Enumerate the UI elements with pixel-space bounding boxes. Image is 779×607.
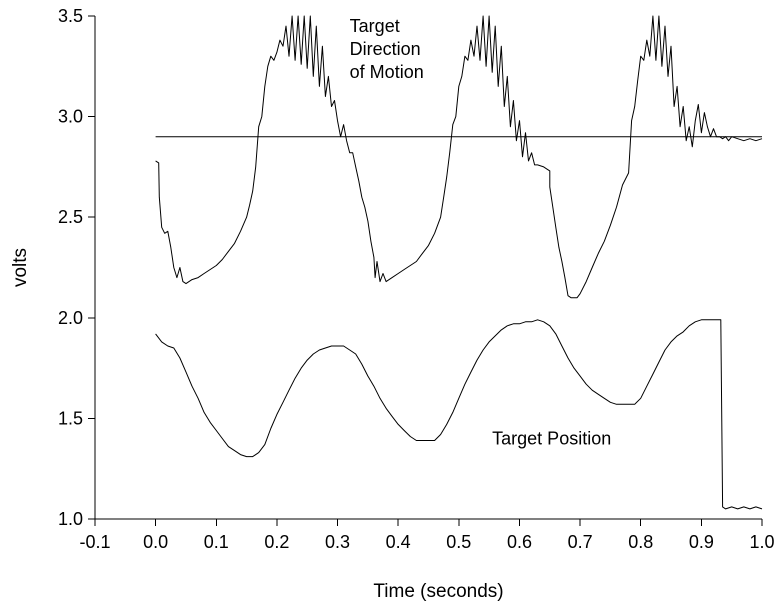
y-axis-ticks: 1.0 1.5 2.0 2.5 3.0 3.5: [58, 6, 95, 529]
y-tick-label: 1.5: [58, 408, 83, 428]
x-tick-label: 0.7: [568, 532, 593, 552]
x-tick-label: 0.4: [386, 532, 411, 552]
target-position-line: [155, 319, 763, 510]
data-series: [155, 15, 763, 510]
y-tick-label: 2.5: [58, 207, 83, 227]
annotation-line: of Motion: [350, 62, 424, 82]
annotation-line: Direction: [350, 39, 421, 59]
y-axis-title: volts: [10, 248, 31, 287]
x-axis-title: Time (seconds): [373, 581, 503, 602]
y-tick-label: 2.0: [58, 308, 83, 328]
y-tick-label: 3.5: [58, 6, 83, 26]
x-tick-label: 0.2: [264, 532, 289, 552]
position-annotation: Target Position: [492, 429, 611, 449]
x-tick-label: 1.0: [749, 532, 774, 552]
x-tick-label: 0.1: [204, 532, 229, 552]
x-tick-label: 0.0: [143, 532, 168, 552]
annotation-line: Target: [350, 16, 400, 36]
x-tick-label: -0.1: [79, 532, 110, 552]
direction-annotation: Target Direction of Motion: [350, 16, 424, 82]
x-axis-ticks: -0.1 0.0 0.1 0.2 0.3 0.4 0.5 0.6 0.7 0.8 0.9 1.0: [79, 519, 775, 552]
y-tick-label: 3.0: [58, 107, 83, 127]
direction-signal-line: [155, 15, 763, 299]
x-tick-label: 0.8: [628, 532, 653, 552]
x-tick-label: 0.9: [689, 532, 714, 552]
y-tick-label: 1.0: [58, 509, 83, 529]
axes: [94, 16, 762, 520]
x-tick-label: 0.6: [507, 532, 532, 552]
x-tick-label: 0.3: [325, 532, 350, 552]
annotations: Target Direction of Motion Target Position: [350, 16, 612, 448]
x-tick-label: 0.5: [446, 532, 471, 552]
annotation-line: Target Position: [492, 429, 611, 449]
